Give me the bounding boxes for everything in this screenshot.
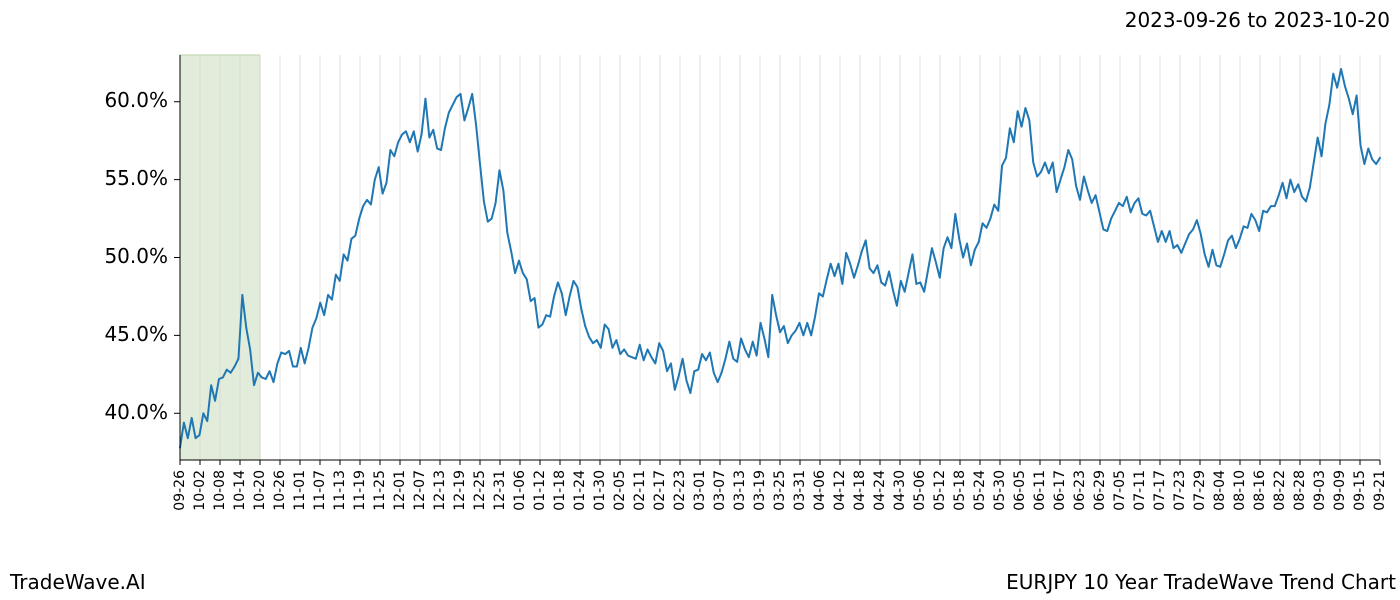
x-tick-label: 08-22	[1272, 470, 1288, 511]
x-tick-label: 01-18	[552, 470, 568, 511]
x-tick-label: 08-16	[1252, 470, 1268, 511]
x-tick-label: 10-02	[192, 470, 208, 511]
y-axis: 40.0% 45.0% 50.0% 55.0% 60.0%	[104, 88, 180, 424]
x-tick-label: 06-05	[1012, 470, 1028, 511]
x-tick-label: 01-06	[512, 470, 528, 511]
x-tick-label: 07-11	[1132, 470, 1148, 511]
x-tick-label: 02-11	[632, 470, 648, 511]
x-tick-label: 07-17	[1152, 470, 1168, 511]
x-tick-label: 03-31	[792, 470, 808, 511]
x-tick-label: 03-01	[692, 470, 708, 511]
x-tick-label: 11-07	[312, 470, 328, 511]
x-tick-label: 03-19	[752, 470, 768, 511]
x-tick-label: 12-25	[472, 470, 488, 511]
x-tick-label: 09-15	[1352, 470, 1368, 511]
x-tick-label: 05-12	[932, 470, 948, 511]
x-tick-label: 10-26	[272, 470, 288, 511]
x-tick-label: 04-24	[872, 470, 888, 511]
chart-area: 40.0% 45.0% 50.0% 55.0% 60.0% 09-2610-0210-08…	[0, 40, 1400, 550]
x-tick-label: 04-30	[892, 470, 908, 511]
x-tick-label: 12-01	[392, 470, 408, 511]
x-tick-label: 12-19	[452, 470, 468, 511]
x-tick-label: 12-13	[432, 470, 448, 511]
x-tick-label: 01-30	[592, 470, 608, 511]
x-tick-label: 10-14	[232, 470, 248, 511]
x-tick-label: 12-31	[492, 470, 508, 511]
x-tick-label: 03-25	[772, 470, 788, 511]
x-tick-label: 04-12	[832, 470, 848, 511]
x-tick-label: 11-01	[292, 470, 308, 511]
x-tick-label: 05-06	[912, 470, 928, 511]
x-tick-label: 06-17	[1052, 470, 1068, 511]
x-tick-label: 02-17	[652, 470, 668, 511]
x-tick-label: 05-24	[972, 470, 988, 511]
x-tick-label: 04-06	[812, 470, 828, 511]
x-tick-label: 02-05	[612, 470, 628, 511]
x-tick-label: 01-12	[532, 470, 548, 511]
x-tick-label: 08-04	[1212, 470, 1228, 511]
x-tick-label: 11-19	[352, 470, 368, 511]
x-tick-label: 03-07	[712, 470, 728, 511]
x-tick-label: 12-07	[412, 470, 428, 511]
x-tick-label: 08-10	[1232, 470, 1248, 511]
brand-label: TradeWave.AI	[10, 570, 146, 594]
x-tick-label: 07-29	[1192, 470, 1208, 511]
chart-title: EURJPY 10 Year TradeWave Trend Chart	[1006, 570, 1396, 594]
x-tick-label: 06-29	[1092, 470, 1108, 511]
y-tick-label: 60.0%	[104, 88, 168, 112]
y-tick-label: 45.0%	[104, 322, 168, 346]
x-tick-label: 07-05	[1112, 470, 1128, 511]
date-range-label: 2023-09-26 to 2023-10-20	[1125, 8, 1390, 32]
x-tick-label: 01-24	[572, 470, 588, 511]
x-tick-label: 09-09	[1332, 470, 1348, 511]
x-tick-label: 02-23	[672, 470, 688, 511]
x-tick-label: 08-28	[1292, 470, 1308, 511]
x-tick-label: 11-25	[372, 470, 388, 511]
x-tick-label: 07-23	[1172, 470, 1188, 511]
y-tick-label: 50.0%	[104, 244, 168, 268]
x-tick-label: 06-11	[1032, 470, 1048, 511]
x-tick-label: 10-20	[252, 470, 268, 511]
x-tick-label: 03-13	[732, 470, 748, 511]
x-tick-label: 11-13	[332, 470, 348, 511]
y-tick-label: 55.0%	[104, 166, 168, 190]
x-tick-label: 06-23	[1072, 470, 1088, 511]
x-tick-label: 09-03	[1312, 470, 1328, 511]
line-chart-svg: 40.0% 45.0% 50.0% 55.0% 60.0% 09-2610-0210-08…	[0, 40, 1400, 550]
x-tick-label: 10-08	[212, 470, 228, 511]
x-gridlines	[180, 55, 1380, 460]
y-tick-label: 40.0%	[104, 400, 168, 424]
x-tick-label: 05-30	[992, 470, 1008, 511]
x-tick-label: 09-21	[1372, 470, 1388, 511]
x-tick-label: 04-18	[852, 470, 868, 511]
x-tick-label: 05-18	[952, 470, 968, 511]
x-tick-label: 09-26	[172, 470, 188, 511]
x-axis: 09-2610-0210-0810-1410-2010-2611-0111-07…	[172, 460, 1388, 511]
